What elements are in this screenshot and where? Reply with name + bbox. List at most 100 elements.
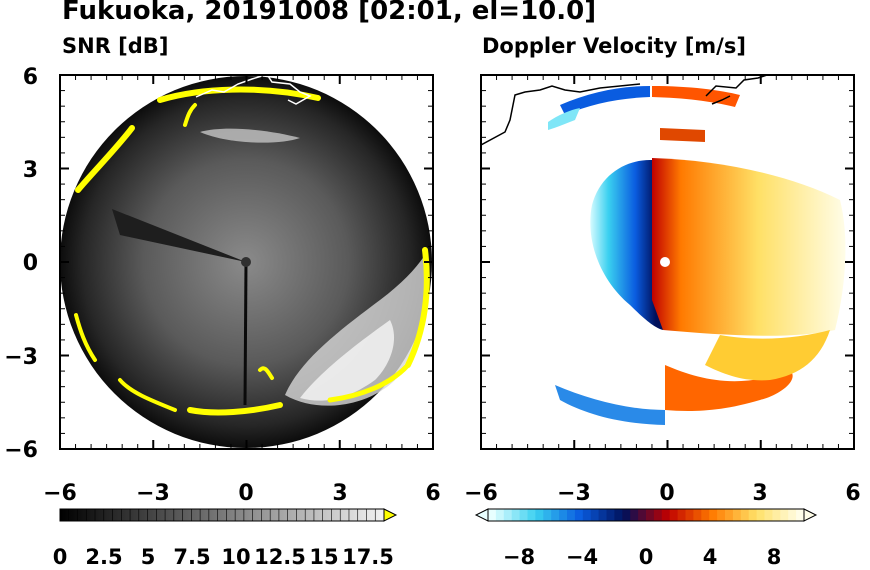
snr-ytick-label: 6 [23,65,38,90]
snr-colorbar-gradient [59,508,385,522]
doppler-xtick-label: 3 [752,481,767,506]
snr-xtick-label: −3 [136,481,170,506]
snr-strong-echo [285,255,427,406]
snr-colorbar-extend-max [383,508,398,522]
doppler-colorbar-cell [598,509,607,521]
snr-xtick-label: 3 [332,481,347,506]
doppler-colorbar-cell [669,509,679,521]
snr-strongest-echo [300,320,395,401]
doppler-colorbar-cell [503,509,513,521]
snr-rim-segment [258,366,274,380]
snr-colorbar-label: 12.5 [254,545,306,569]
doppler-colorbar-cell [756,509,765,521]
doppler-colorbar-cell [764,509,773,521]
snr-colorbar-label: 10 [221,545,250,569]
doppler-colorbar-cell [693,509,702,521]
snr-coastline [195,75,312,105]
snr-colorbar-label: 5 [141,545,156,569]
doppler-colorbar-cell [567,509,576,521]
doppler-colorbar-cell [717,509,726,521]
snr-colorbar-label: 2.5 [85,545,122,569]
doppler-colorbar-cell [788,509,797,521]
doppler-colorbar-cell [511,509,521,521]
doppler-xtick-label: 0 [659,481,674,506]
doppler-colorbar-cell [646,509,655,521]
snr-radar-center [241,257,251,267]
doppler-colorbar-cells [487,508,805,522]
doppler-north-band-neg [560,86,650,115]
snr-blocked-sector [112,209,246,262]
snr-panel-title: SNR [dB] [62,34,169,58]
snr-colorbar-label: 15 [309,545,338,569]
snr-colorbar-label: 0 [53,545,68,569]
doppler-colorbar-cell [606,509,615,521]
snr-x-tick-labels: −6 −3 0 3 6 [43,481,441,506]
doppler-minor-ticks [480,74,855,450]
doppler-panel-title: Doppler Velocity [m/s] [482,34,746,58]
doppler-south-band-yellow [705,330,830,381]
doppler-north-band-light [548,108,580,130]
snr-colorbar-label: 17.5 [342,545,394,569]
doppler-colorbar-label: −4 [566,545,598,569]
doppler-colorbar-label: 8 [767,545,782,569]
doppler-colorbar-cell [495,509,505,521]
doppler-colorbar-cell [725,509,734,521]
doppler-colorbar-cell [535,509,544,521]
snr-colorbar: 0 2.5 5 7.5 10 12.5 15 17.5 [53,508,398,569]
doppler-south-band-pos [665,365,793,411]
snr-ytick-label: 3 [23,158,38,183]
snr-colorbar-label: 7.5 [173,545,210,569]
doppler-colorbar-cell [748,509,758,521]
snr-rim-segment [74,313,97,362]
doppler-colorbar: −8 −4 0 4 8 [474,508,818,569]
snr-rim-segment [187,402,283,416]
doppler-colorbar-cell [701,509,710,521]
doppler-colorbar-cell [614,509,623,521]
doppler-colorbar-extend-min [474,508,489,522]
doppler-colorbar-cell [630,509,639,521]
snr-ytick-label: −6 [4,438,38,463]
doppler-colorbar-cell [527,509,536,521]
doppler-colorbar-extend-max [803,508,818,522]
doppler-colorbar-cell [488,509,497,521]
snr-rim-segment [157,86,321,103]
snr-xtick-label: 6 [425,481,440,506]
figure-title: Fukuoka, 20191008 [02:01, el=10.0] [62,0,597,26]
doppler-colorbar-cell [574,509,584,521]
doppler-colorbar-cell [559,509,568,521]
snr-y-tick-labels: 6 3 0 −3 −6 [4,65,38,463]
doppler-colorbar-label: 4 [703,545,718,569]
doppler-approaching-core [590,160,663,330]
snr-blocked-ray [243,261,248,406]
doppler-north-band-pos [660,128,705,142]
snr-ytick-label: 0 [23,251,38,276]
doppler-xtick-label: −6 [464,481,498,506]
snr-minor-ticks [59,74,434,450]
doppler-colorbar-cell [519,509,528,521]
snr-xtick-label: 0 [238,481,253,506]
doppler-colorbar-cell [677,509,686,521]
doppler-colorbar-cell [582,509,592,521]
snr-colorbar-ticks [68,509,376,521]
doppler-colorbar-cell [685,509,694,521]
snr-upper-echo [200,128,300,143]
snr-rim-segment [75,125,135,193]
doppler-colorbar-cell [590,509,600,521]
doppler-colorbar-label: −8 [503,545,535,569]
doppler-colorbar-cell [661,509,671,521]
doppler-colorbar-cell [780,509,789,521]
doppler-colorbar-cell [653,509,663,521]
doppler-south-band-neg [555,385,665,425]
doppler-colorbar-cell [709,509,718,521]
doppler-colorbar-cell [638,509,647,521]
doppler-x-tick-labels: −6 −3 0 3 6 [464,481,861,506]
doppler-colorbar-cell [740,509,750,521]
doppler-colorbar-cell [622,509,631,521]
doppler-colorbar-cell [551,509,560,521]
snr-ytick-label: −3 [4,345,38,370]
snr-rim-segment [118,378,177,412]
doppler-colorbar-label: 0 [639,545,654,569]
doppler-panel [480,74,855,450]
snr-xtick-label: −6 [43,481,77,506]
